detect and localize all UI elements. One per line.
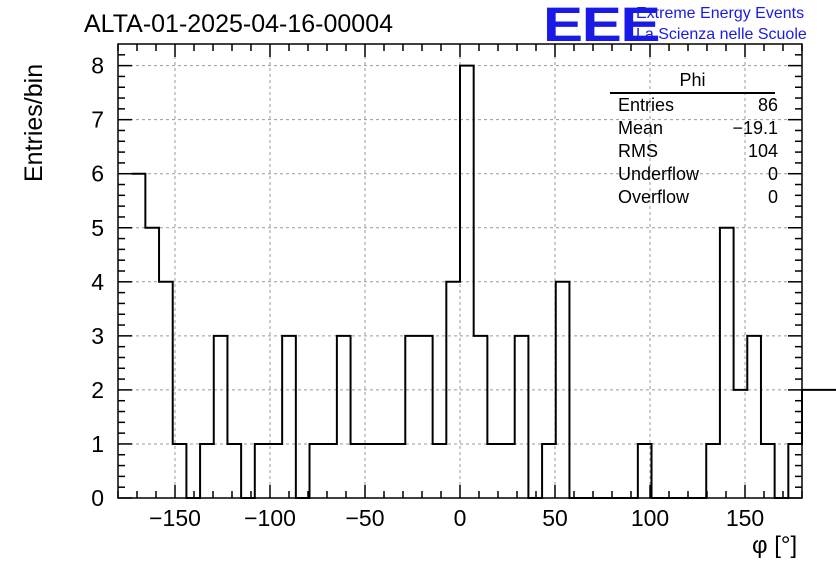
y-tick-label: 8 (91, 53, 104, 79)
y-tick-label: 4 (91, 269, 104, 295)
eee-logo: EEE (543, 0, 661, 52)
x-tick-label: 0 (454, 505, 467, 531)
x-tick-label: 150 (726, 505, 764, 531)
stats-value: 0 (767, 164, 778, 184)
stats-label: RMS (618, 141, 658, 161)
stats-row-underflow: Underflow 0 (618, 163, 778, 186)
y-tick-label: 7 (91, 107, 104, 133)
stats-value: 86 (757, 95, 778, 115)
stats-value: −19.1 (732, 118, 778, 138)
stats-value: 0 (767, 187, 778, 207)
stats-box: Phi Entries 86 Mean −19.1 RMS 104 Underf… (608, 70, 778, 209)
y-tick-label: 5 (91, 215, 104, 241)
stats-row-mean: Mean −19.1 (618, 117, 778, 140)
stats-row-overflow: Overflow 0 (618, 186, 778, 209)
stats-label: Overflow (618, 187, 690, 207)
y-tick-label: 0 (91, 485, 104, 511)
stats-label: Underflow (618, 164, 700, 184)
x-tick-label: −100 (244, 505, 296, 531)
y-tick-label: 6 (91, 161, 104, 187)
x-tick-label: −150 (149, 505, 201, 531)
stats-value: 104 (747, 141, 778, 161)
logo-line-1: Extreme Energy Events (636, 5, 805, 22)
stats-row-entries: Entries 86 (618, 94, 778, 117)
histogram-line (131, 64, 836, 499)
stats-label: Entries (618, 95, 675, 115)
x-tick-label: 50 (542, 505, 568, 531)
y-tick-label: 3 (91, 323, 104, 349)
x-tick-label: 100 (631, 505, 669, 531)
chart-title: ALTA-01-2025-04-16-00004 (84, 10, 393, 38)
logo-line-2: La Scienza nelle Scuole (636, 26, 807, 43)
y-tick-label: 1 (91, 431, 104, 457)
x-axis-label: φ [°] (752, 532, 798, 559)
stats-row-rms: RMS 104 (618, 140, 778, 163)
y-axis-label: Entries/bin (20, 63, 48, 182)
stats-name: Phi (610, 70, 775, 94)
x-tick-label: −50 (345, 505, 384, 531)
y-tick-label: 2 (91, 377, 104, 403)
stats-label: Mean (618, 118, 664, 138)
